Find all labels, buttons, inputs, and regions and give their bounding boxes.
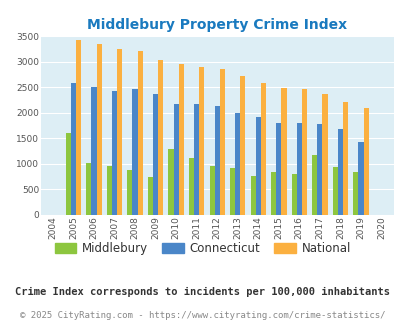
Bar [301,89,306,214]
Bar [147,177,153,215]
Bar [194,104,199,214]
Bar [358,142,362,214]
Bar [91,87,96,214]
Bar [362,108,368,214]
Legend: Middlebury, Connecticut, National: Middlebury, Connecticut, National [50,237,355,260]
Bar [199,67,204,214]
Bar [275,123,281,214]
Bar [337,129,342,214]
Bar [71,82,76,214]
Bar [86,163,91,214]
Bar [132,89,137,214]
Title: Middlebury Property Crime Index: Middlebury Property Crime Index [87,18,346,32]
Bar [296,123,301,214]
Bar [96,45,101,215]
Bar [188,158,194,214]
Bar [127,170,132,214]
Bar [250,176,255,214]
Bar [317,124,322,214]
Bar [153,94,158,214]
Bar [342,103,347,214]
Text: © 2025 CityRating.com - https://www.cityrating.com/crime-statistics/: © 2025 CityRating.com - https://www.city… [20,311,385,320]
Text: Crime Index corresponds to incidents per 100,000 inhabitants: Crime Index corresponds to incidents per… [15,287,390,297]
Bar [168,149,173,214]
Bar [76,40,81,214]
Bar [66,133,71,214]
Bar [219,69,224,214]
Bar [173,104,178,214]
Bar [322,94,327,214]
Bar [291,174,296,214]
Bar [240,76,245,214]
Bar [209,166,214,214]
Bar [117,49,122,214]
Bar [255,117,260,214]
Bar [214,106,219,214]
Bar [260,82,265,214]
Bar [332,167,337,214]
Bar [352,172,358,214]
Bar [230,168,234,215]
Bar [158,60,163,214]
Bar [107,166,112,214]
Bar [311,155,317,214]
Bar [281,88,286,214]
Bar [178,64,183,214]
Bar [112,91,117,214]
Bar [137,51,143,214]
Bar [234,113,240,214]
Bar [271,172,275,215]
